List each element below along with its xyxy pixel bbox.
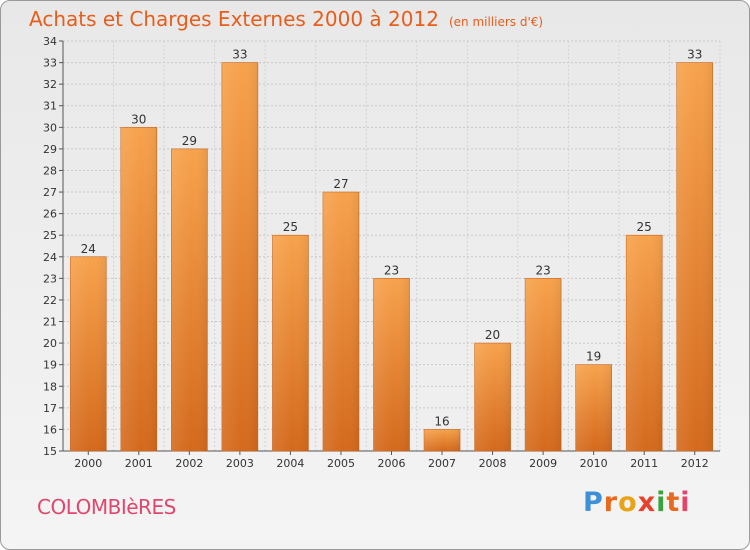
bar-shine	[424, 429, 461, 451]
data-label: 16	[434, 414, 449, 428]
logo-letter: i	[680, 487, 691, 518]
y-tick-label: 31	[43, 100, 57, 113]
y-tick-label: 17	[43, 402, 57, 415]
bar-shine	[120, 127, 157, 451]
y-tick-label: 29	[43, 143, 57, 156]
x-tick-label: 2002	[175, 457, 203, 470]
data-label: 25	[637, 220, 652, 234]
y-tick-label: 21	[43, 316, 57, 329]
x-tick-label: 2010	[580, 457, 608, 470]
commune-name: COLOMBIèRES	[37, 495, 176, 519]
y-tick-label: 24	[43, 251, 57, 264]
data-label: 25	[283, 220, 298, 234]
logo-letter: r	[603, 487, 619, 518]
y-tick-label: 27	[43, 186, 57, 199]
bar-shine	[626, 235, 663, 451]
x-tick-label: 2000	[74, 457, 102, 470]
bar-shine	[171, 148, 208, 452]
x-tick-label: 2003	[226, 457, 254, 470]
logo-letter: x	[637, 487, 657, 518]
y-tick-label: 22	[43, 294, 57, 307]
bar-shine	[474, 343, 511, 451]
bar-shine	[221, 62, 258, 451]
data-label: 23	[535, 263, 550, 277]
data-label: 27	[333, 177, 348, 191]
y-tick-label: 23	[43, 272, 57, 285]
y-tick-label: 26	[43, 208, 57, 221]
bars	[69, 62, 714, 452]
x-tick-label: 2006	[378, 457, 406, 470]
y-tick-label: 19	[43, 359, 57, 372]
x-tick-label: 2008	[479, 457, 507, 470]
y-tick-label: 33	[43, 57, 57, 70]
data-label: 24	[81, 242, 96, 256]
y-tick-label: 28	[43, 164, 57, 177]
title-text: Achats et Charges Externes 2000 à 2012	[29, 7, 439, 31]
logo-letter: i	[656, 487, 667, 518]
x-tick-label: 2004	[276, 457, 304, 470]
bar-shine	[70, 256, 107, 451]
y-tick-label: 15	[43, 445, 57, 458]
bar-shine	[525, 278, 562, 451]
proxiti-logo: Proxiti	[583, 487, 691, 518]
data-label: 33	[687, 48, 702, 62]
y-tick-label: 18	[43, 380, 57, 393]
logo-letter: o	[618, 487, 638, 518]
y-tick-label: 32	[43, 78, 57, 91]
bar-shine	[575, 364, 612, 451]
data-label: 20	[485, 328, 500, 342]
data-label: 30	[131, 112, 146, 126]
x-tick-label: 2012	[681, 457, 709, 470]
bar-shine	[373, 278, 410, 451]
chart-subtitle: (en milliers d'€)	[448, 15, 544, 29]
y-tick-label: 25	[43, 229, 57, 242]
x-tick-label: 2007	[428, 457, 456, 470]
y-tick-label: 20	[43, 337, 57, 350]
bar-shine	[676, 62, 713, 451]
x-tick-label: 2005	[327, 457, 355, 470]
bar-shine	[272, 235, 309, 451]
y-tick-label: 30	[43, 121, 57, 134]
logo-letter: P	[583, 487, 604, 518]
x-tick-label: 2001	[125, 457, 153, 470]
chart-title: Achats et Charges Externes 2000 à 2012 (e…	[29, 7, 543, 31]
x-tick-label: 2009	[529, 457, 557, 470]
data-label: 19	[586, 350, 601, 364]
y-tick-label: 34	[43, 35, 57, 48]
labels: 24 2000 30 2001 29 2002 33 2003 25 2004 27 2005 23 20…	[74, 48, 708, 470]
logo-letter: t	[666, 487, 681, 518]
data-label: 33	[232, 48, 247, 62]
x-tick-label: 2011	[630, 457, 658, 470]
data-label: 23	[384, 263, 399, 277]
data-label: 29	[182, 134, 197, 148]
bar-shine	[322, 192, 359, 452]
y-tick-label: 16	[43, 423, 57, 436]
